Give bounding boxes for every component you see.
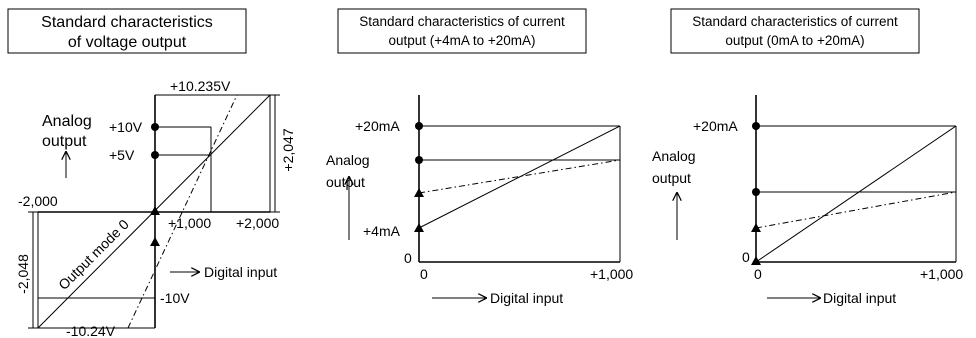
point-10v [151, 123, 159, 131]
title-line-2: output (0mA to +20mA) [725, 33, 864, 48]
label-4ma: +4mA [363, 223, 401, 239]
label-20ma: +20mA [693, 118, 738, 134]
label-output-mode-0: Output mode 0 [55, 216, 132, 293]
origin-x-label: 0 [420, 266, 428, 282]
title-box [337, 8, 587, 54]
origin-triangle [150, 206, 160, 215]
title-line-1: Standard characteristics of current [692, 14, 898, 29]
label-10v: +10V [109, 119, 143, 135]
triangle-lower [751, 223, 761, 232]
title-line-1: Standard characteristics of current [359, 14, 565, 29]
label-neg-2048: -2,048 [15, 254, 31, 294]
y-label-line-2: output [326, 174, 365, 190]
label-1000: +1,000 [168, 215, 211, 231]
title-box [670, 8, 920, 54]
label-2000: +2,000 [236, 215, 279, 231]
origin-triangle [751, 256, 761, 265]
y-label-line-1: Analog [652, 148, 696, 164]
origin-y-label: 0 [742, 249, 750, 265]
y-label-line-2: output [652, 170, 691, 186]
label-neg-10v: -10V [160, 290, 190, 306]
voltage-output-diagram: Standard characteristics of voltage outp… [7, 8, 296, 338]
label-1000: +1,000 [920, 266, 963, 282]
title-box [7, 8, 247, 54]
title-line-1: Standard characteristics [41, 14, 213, 31]
label-20ma: +20mA [355, 118, 400, 134]
x-axis-label: Digital input [204, 264, 277, 280]
label-neg-2000: -2,000 [18, 193, 58, 209]
origin-y-label: 0 [404, 250, 412, 266]
point-5v [151, 151, 159, 159]
y-label-line-1: Analog [326, 152, 370, 168]
dash-dot-line [755, 191, 957, 229]
label-10-235v: +10.235V [170, 78, 231, 94]
title-line-2: of voltage output [68, 34, 187, 51]
y-label-line-2: output [42, 133, 87, 150]
triangle-4ma [414, 223, 424, 232]
point-20ma [752, 122, 760, 130]
x-axis-label: Digital input [823, 290, 896, 306]
label-2047: +2,047 [280, 128, 296, 171]
triangle-upper [414, 188, 424, 197]
point-middle [752, 188, 760, 196]
current-output-0-20-diagram: Standard characteristics of current outp… [652, 8, 963, 306]
current-output-4-20-diagram: Standard characteristics of current outp… [326, 8, 633, 306]
dash-dot-line [127, 94, 238, 329]
point-upper [415, 156, 423, 164]
x-axis-label: Digital input [490, 290, 563, 306]
label-5v: +5V [109, 147, 135, 163]
title-line-2: output (+4mA to +20mA) [388, 33, 535, 48]
point-20ma [415, 122, 423, 130]
origin-x-label: 0 [754, 266, 762, 282]
characteristic-line [755, 125, 957, 263]
y-label-line-1: Analog [42, 113, 92, 130]
lower-triangle [150, 237, 160, 246]
label-1000: +1,000 [590, 266, 633, 282]
label-neg-10-24v: -10.24V [66, 323, 116, 338]
characteristic-line [418, 125, 621, 229]
